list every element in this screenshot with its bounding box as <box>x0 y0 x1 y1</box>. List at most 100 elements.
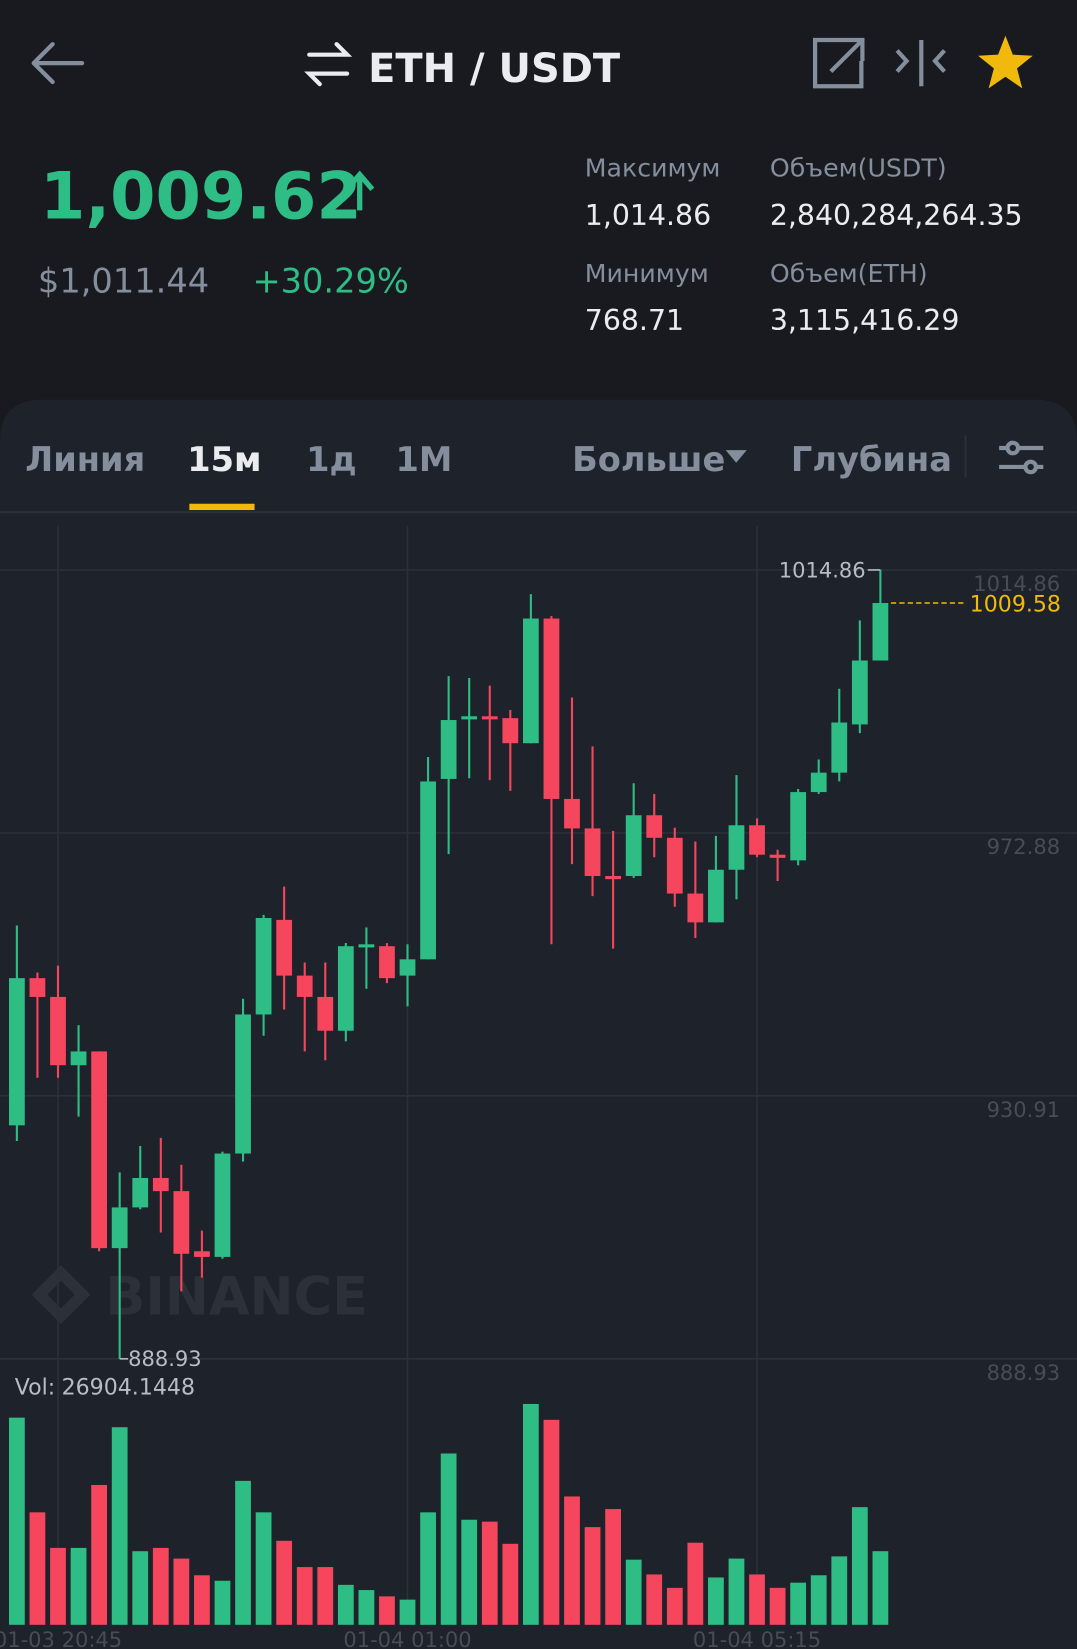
volume-bar <box>152 1547 169 1625</box>
volume-bar <box>831 1556 848 1625</box>
candle-body <box>851 660 868 725</box>
volume-bar <box>317 1567 334 1625</box>
candle-body <box>831 722 848 773</box>
volume-bar <box>810 1575 827 1625</box>
candle-body <box>646 815 663 838</box>
volume-bar <box>564 1496 580 1625</box>
candle-body <box>584 828 601 877</box>
candle-body <box>70 1051 87 1066</box>
stat-label: Объем(ETH) <box>770 259 928 288</box>
volume-bar <box>749 1574 765 1625</box>
y-tick-label: 1014.86 <box>973 571 1060 596</box>
volume-bar <box>8 1417 25 1625</box>
tab[interactable]: 15м <box>187 440 261 479</box>
stat-label: Максимум <box>585 154 721 183</box>
up-arrow <box>345 170 375 211</box>
candle-body <box>379 946 395 979</box>
volume-bar <box>728 1558 745 1625</box>
watermark: BINANCE <box>105 1267 368 1328</box>
volume-bar <box>420 1512 436 1625</box>
volume-bar <box>132 1551 149 1625</box>
candle-body <box>91 1051 108 1249</box>
tab[interactable]: Больше <box>572 440 725 479</box>
x-tick-label: 01-04 01:00 <box>343 1627 471 1649</box>
candle-body <box>296 975 313 997</box>
stat-label: Объем(USDT) <box>770 154 947 183</box>
volume-bar <box>790 1582 807 1625</box>
candle-body <box>728 825 745 870</box>
volume-bar <box>605 1509 622 1625</box>
tab[interactable]: Глубина <box>791 440 952 479</box>
stat-value: 768.71 <box>585 304 684 337</box>
low-marker-label: 888.93 <box>128 1346 202 1371</box>
volume-bar <box>276 1540 293 1625</box>
volume-bar <box>584 1527 601 1625</box>
volume-bar <box>173 1558 190 1625</box>
change-percent: +30.29% <box>252 261 408 300</box>
settings-icon[interactable] <box>999 440 1044 475</box>
volume-bar <box>440 1453 457 1625</box>
stat-value: 3,115,416.29 <box>770 304 960 337</box>
swap-icon[interactable] <box>304 42 353 87</box>
candle-body <box>276 919 293 976</box>
candlestick-chart: BINANCE 1014.86 972.88 930.91 888.93 01-03 20… <box>0 525 1077 1649</box>
last-price-label: 1009.58 <box>970 592 1061 617</box>
share-icon[interactable] <box>812 37 865 89</box>
candle-body <box>625 815 642 877</box>
candle-body <box>358 944 375 948</box>
favorite-star[interactable] <box>978 35 1033 89</box>
candle-body <box>708 869 724 923</box>
candle-body <box>111 1207 128 1249</box>
volume-bar <box>708 1577 724 1625</box>
candle-body <box>255 917 272 1015</box>
candle-body <box>564 798 580 829</box>
volume-bar <box>522 1403 539 1625</box>
candle-body <box>420 781 436 960</box>
volume-bar <box>70 1547 87 1625</box>
y-tick-label: 972.88 <box>987 834 1061 859</box>
volume-bar <box>379 1596 395 1625</box>
volume-bar <box>769 1587 786 1625</box>
candle-body <box>8 978 25 1126</box>
last-price: 1,009.62 <box>40 159 362 235</box>
volume-bar <box>255 1512 272 1625</box>
stat-value: 1,014.86 <box>585 199 711 232</box>
candle-body <box>790 792 807 861</box>
chart-panel <box>0 399 1077 1649</box>
tab[interactable]: 1М <box>395 440 452 479</box>
tab[interactable]: Линия <box>25 440 145 479</box>
back-button[interactable] <box>31 42 85 85</box>
volume-bar <box>872 1551 889 1625</box>
volume-bar <box>625 1559 642 1625</box>
candle-body <box>173 1191 190 1254</box>
high-marker-label: 1014.86 <box>779 557 866 582</box>
stat-value: 2,840,284,264.35 <box>770 199 1023 232</box>
compare-icon[interactable] <box>895 39 947 87</box>
candle-body <box>666 837 683 894</box>
volume-bar <box>687 1542 704 1625</box>
volume-bar <box>337 1584 354 1625</box>
tab[interactable]: 1д <box>306 440 357 479</box>
candle-body <box>29 978 46 997</box>
candle-body <box>317 996 334 1031</box>
y-tick-label: 888.93 <box>987 1360 1061 1385</box>
volume-bar <box>194 1575 210 1625</box>
candle-body <box>872 603 889 661</box>
stat-label: Минимум <box>585 259 709 288</box>
candle-body <box>337 946 354 1031</box>
volume-bar <box>399 1599 416 1625</box>
volume-bar <box>646 1574 663 1625</box>
candle-body <box>461 716 478 720</box>
candle-body <box>194 1251 210 1257</box>
candle-body <box>481 716 498 720</box>
dropdown-caret[interactable] <box>725 450 747 463</box>
volume-label-name: Vol: <box>15 1375 55 1400</box>
candle-body <box>522 618 539 744</box>
candle-body <box>152 1177 169 1192</box>
candle-body <box>440 720 457 779</box>
volume-bar <box>296 1567 313 1625</box>
candle-body <box>543 618 560 799</box>
candle-body <box>132 1177 149 1208</box>
volume-bar <box>50 1547 66 1625</box>
